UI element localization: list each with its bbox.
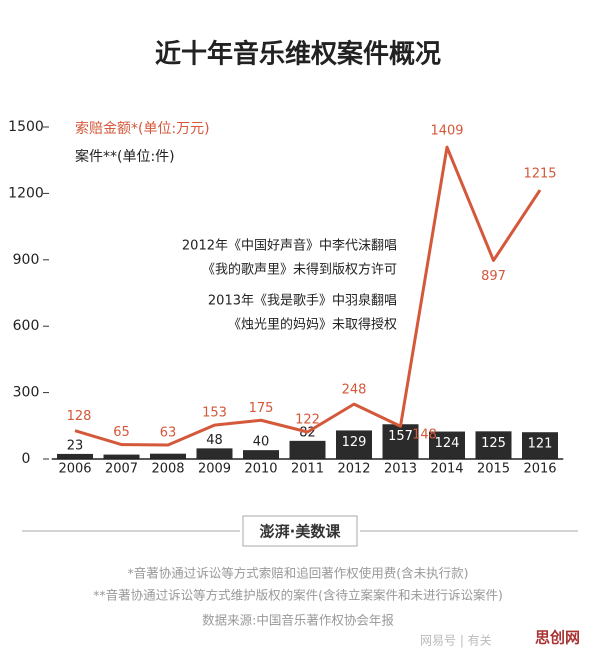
bar: [57, 453, 93, 459]
line-label: 153: [202, 406, 227, 421]
line-label: 248: [342, 383, 367, 398]
bar-label: 157: [388, 429, 413, 444]
x-tick-label: 2013: [384, 462, 417, 477]
bar-label: 40: [253, 435, 270, 450]
y-tick-label: 300: [13, 385, 40, 401]
watermark: 网易号 | 有关: [420, 634, 492, 648]
line: [74, 145, 542, 447]
logo: 澎湃·美数课: [260, 523, 342, 541]
bar: [522, 432, 558, 459]
x-tick-label: 2010: [244, 462, 277, 477]
bar: [150, 453, 186, 459]
x-tick-label: 2008: [151, 462, 184, 477]
line-label: 128: [67, 409, 92, 424]
chart-title: 近十年音乐维权案件概况: [155, 39, 441, 70]
line-label: 122: [295, 412, 320, 427]
bar: [336, 430, 372, 459]
bar-label: 129: [342, 435, 367, 450]
line-label: 148: [412, 428, 437, 443]
y-tick-label: 1500: [8, 119, 44, 135]
legend-line: 索赔金额*(单位:万元): [75, 120, 210, 137]
bar-label: 124: [435, 436, 460, 451]
x-tick-label: 2011: [291, 462, 324, 477]
logo-box: [242, 515, 358, 547]
bar-label: 23: [67, 438, 84, 453]
bar-label: 121: [528, 437, 553, 452]
line-label: 65: [113, 425, 130, 440]
bar-label: 125: [481, 436, 506, 451]
line-label: 1409: [430, 124, 463, 139]
bar: [196, 448, 233, 459]
annotation: 《烛光里的妈妈》未取得授权: [228, 317, 397, 333]
legend-bar: 案件**(单位:件): [75, 148, 175, 165]
y-tick-label: 600: [13, 318, 40, 334]
x-tick-label: 2016: [523, 462, 556, 477]
line-label: 1215: [523, 167, 556, 182]
annotation: 2012年《中国好声音》中李代沫翻唱: [182, 238, 397, 254]
y-tick-label: 0: [22, 451, 31, 467]
bar: [289, 440, 326, 459]
annotation: 《我的歌声里》未得到版权方许可: [202, 262, 397, 278]
annotation: 2013年《我是歌手》中羽泉翻唱: [208, 293, 397, 309]
bar-label: 48: [206, 433, 223, 448]
watermark: 思创网: [535, 629, 580, 647]
y-tick-label: 1200: [8, 185, 44, 201]
x-tick-label: 2007: [105, 462, 138, 477]
x-tick-label: 2006: [58, 462, 91, 477]
bar: [475, 431, 512, 459]
bar: [382, 424, 419, 459]
x-tick-label: 2012: [337, 462, 370, 477]
line-label: 175: [249, 401, 274, 416]
bar: [103, 454, 140, 459]
line-label: 63: [160, 426, 177, 441]
bar: [243, 450, 279, 459]
footnote: 数据来源:中国音乐著作权协会年报: [202, 613, 394, 628]
line-label: 897: [481, 269, 506, 284]
bar: [429, 431, 465, 459]
x-tick-label: 2009: [198, 462, 231, 477]
footnote: *音著协通过诉讼等方式索赔和追回著作权使用费(含未执行款): [127, 566, 468, 581]
x-tick-label: 2014: [430, 462, 463, 477]
y-tick-label: 900: [13, 252, 40, 268]
footnote: **音著协通过诉讼等方式维护版权的案件(含待立案案件和未进行诉讼案件): [93, 588, 503, 603]
x-tick-label: 2015: [477, 462, 510, 477]
